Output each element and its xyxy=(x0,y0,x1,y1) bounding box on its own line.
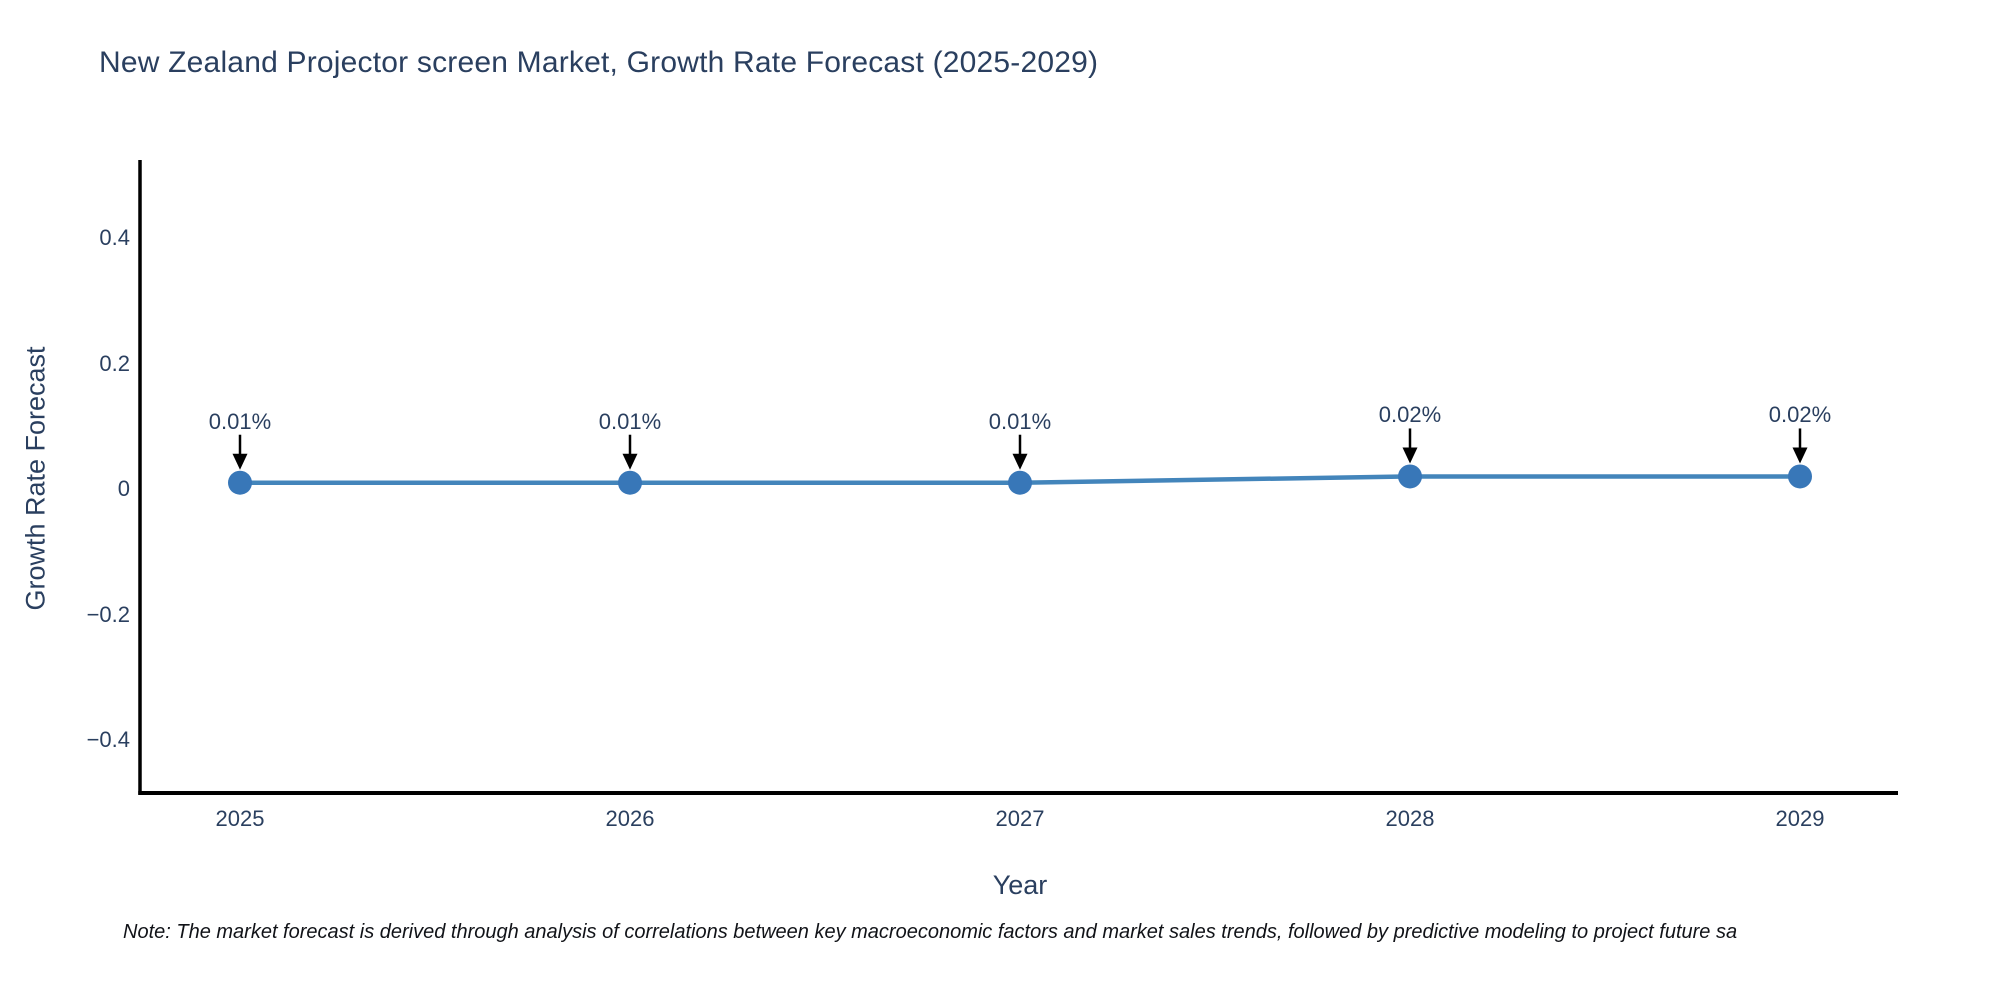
y-tick-label: −0.2 xyxy=(86,601,130,627)
point-value-label: 0.02% xyxy=(1768,402,1832,428)
x-axis-title: Year xyxy=(992,870,1048,900)
y-tick-label: 0.4 xyxy=(99,225,130,250)
y-tick-label: 0.2 xyxy=(99,350,130,376)
footnote: Note: The market forecast is derived thr… xyxy=(123,921,1738,943)
x-tick-label: 2029 xyxy=(1775,806,1825,831)
point-value-label: 0.01% xyxy=(208,408,272,434)
data-point-marker xyxy=(228,470,252,495)
y-tick-label: −0.4 xyxy=(86,727,130,752)
data-point-marker xyxy=(1008,470,1032,495)
chart-title: New Zealand Projector screen Market, Gro… xyxy=(99,46,1099,79)
annotation-arrow-head xyxy=(1402,447,1418,464)
data-point-marker xyxy=(618,470,642,495)
data-point-marker xyxy=(1398,464,1422,489)
annotation-arrow-head xyxy=(1792,447,1808,464)
y-tick-label: 0 xyxy=(117,476,130,501)
point-value-label: 0.01% xyxy=(598,408,662,434)
data-point-marker xyxy=(1788,464,1812,489)
x-tick-label: 2026 xyxy=(605,806,655,831)
x-tick-label: 2028 xyxy=(1385,806,1435,831)
annotation-arrow-head xyxy=(622,453,638,470)
x-tick-label: 2025 xyxy=(215,806,265,831)
annotation-arrow-head xyxy=(232,453,248,470)
x-tick-label: 2027 xyxy=(995,806,1045,831)
point-value-label: 0.01% xyxy=(988,408,1052,434)
annotation-arrow-head xyxy=(1012,453,1028,470)
point-value-label: 0.02% xyxy=(1378,402,1442,428)
